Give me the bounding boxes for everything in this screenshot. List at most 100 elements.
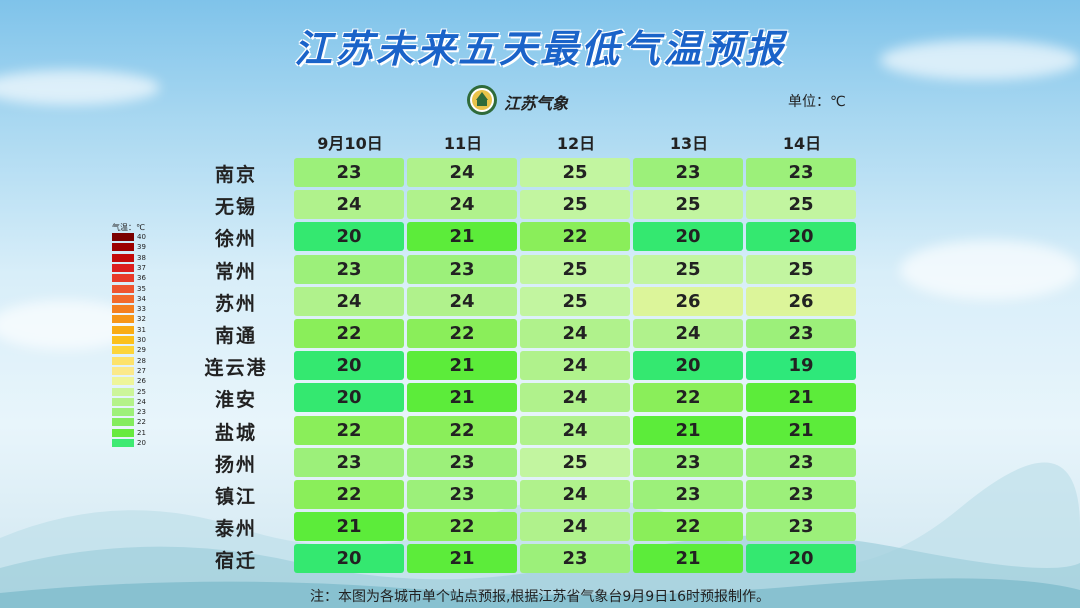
temperature-cell: 21	[407, 544, 517, 574]
temperature-cell: 22	[294, 319, 404, 348]
legend-label: 21	[137, 428, 146, 437]
legend-label: 20	[137, 439, 146, 447]
legend-label: 40	[137, 233, 146, 241]
legend-swatch	[112, 428, 134, 437]
temperature-cell: 21	[407, 351, 517, 381]
legend-label: 25	[137, 387, 146, 396]
temperature-cell: 22	[294, 415, 404, 445]
organization-name: 江苏气象	[504, 94, 569, 113]
temperature-cell: 20	[294, 383, 404, 413]
temperature-cell: 24	[407, 190, 517, 220]
legend-label: 26	[137, 377, 146, 386]
temperature-cell: 24	[407, 286, 517, 316]
legend-label: 24	[137, 397, 146, 406]
temperature-cell: 22	[633, 383, 743, 413]
temperature-cell: 24	[407, 158, 517, 187]
legend-swatch	[112, 284, 134, 293]
temperature-cell: 23	[520, 544, 630, 574]
legend-label: 30	[137, 336, 146, 344]
legend-swatch	[112, 243, 134, 252]
legend-label: 36	[137, 274, 146, 283]
column-header: 14日	[782, 134, 822, 153]
legend-title: 气温：℃	[112, 223, 145, 232]
temperature-cell: 23	[746, 447, 856, 477]
legend-swatch	[112, 387, 134, 396]
temperature-cell: 24	[520, 383, 630, 413]
column-header: 11日	[443, 134, 483, 153]
city-label: 南通	[214, 325, 257, 347]
temperature-cell: 22	[520, 222, 630, 252]
legend-swatch	[112, 315, 134, 324]
temperature-cell: 23	[407, 480, 517, 509]
temperature-cell: 22	[407, 512, 517, 542]
legend-label: 23	[137, 408, 146, 417]
temperature-cell: 25	[520, 447, 630, 477]
temperature-cell: 24	[520, 480, 630, 509]
city-label: 无锡	[214, 196, 257, 219]
temperature-cell: 22	[407, 319, 517, 348]
column-header: 13日	[669, 134, 709, 153]
temperature-cell: 24	[520, 319, 630, 348]
legend-swatch	[112, 233, 134, 241]
temperature-cell: 20	[746, 544, 856, 574]
legend-label: 34	[137, 294, 146, 303]
city-label: 宿迁	[214, 550, 257, 573]
temperature-cell: 23	[407, 447, 517, 477]
temperature-cell: 20	[294, 351, 404, 381]
temperature-cell: 23	[633, 447, 743, 477]
legend-label: 33	[137, 305, 146, 314]
temperature-cell: 23	[633, 480, 743, 509]
legend-swatch	[112, 346, 134, 355]
temperature-cell: 19	[746, 351, 856, 381]
temperature-cell: 24	[294, 286, 404, 316]
footnote: 注：本图为各城市单个站点预报,根据江苏省气象台9月9日16时预报制作。	[309, 589, 771, 605]
city-label: 扬州	[214, 453, 257, 476]
temperature-cell: 25	[633, 254, 743, 284]
column-header: 12日	[556, 134, 596, 153]
temperature-cell: 23	[407, 254, 517, 284]
temperature-cell: 24	[520, 415, 630, 445]
city-label: 淮安	[214, 389, 257, 412]
legend-label: 38	[137, 253, 146, 262]
temperature-cell: 23	[633, 158, 743, 187]
column-header: 9月10日	[317, 134, 383, 153]
legend-swatch	[112, 439, 134, 447]
temperature-cell: 26	[633, 286, 743, 316]
temperature-cell: 22	[633, 512, 743, 542]
temperature-cell: 25	[520, 254, 630, 284]
temperature-cell: 21	[407, 383, 517, 413]
legend-label: 37	[137, 263, 146, 272]
temperature-cell: 20	[633, 222, 743, 252]
page-title: 江苏未来五天最低气温预报	[293, 27, 786, 71]
temperature-cell: 23	[746, 319, 856, 348]
temperature-cell: 25	[520, 286, 630, 316]
temperature-cell: 22	[407, 415, 517, 445]
city-label: 常州	[214, 260, 257, 283]
city-label: 苏州	[214, 292, 257, 315]
city-label: 连云港	[204, 357, 268, 380]
temperature-cell: 25	[746, 190, 856, 220]
temperature-cell: 22	[294, 480, 404, 509]
legend-label: 29	[137, 346, 146, 355]
temperature-cell: 20	[294, 544, 404, 574]
legend-label: 28	[137, 356, 146, 365]
legend-swatch	[112, 408, 134, 417]
legend-swatch	[112, 356, 134, 365]
temperature-cell: 23	[294, 158, 404, 187]
legend-swatch	[112, 336, 134, 344]
temperature-cell: 24	[294, 190, 404, 220]
legend-swatch	[112, 377, 134, 386]
temperature-cell: 20	[746, 222, 856, 252]
legend-swatch	[112, 274, 134, 283]
legend-label: 39	[137, 243, 146, 252]
legend-swatch	[112, 305, 134, 314]
temperature-cell: 25	[746, 254, 856, 284]
legend-swatch	[112, 397, 134, 406]
legend-label: 27	[137, 366, 146, 375]
temperature-cell: 23	[746, 158, 856, 187]
city-label: 盐城	[214, 421, 257, 444]
background-cloud	[880, 40, 1080, 80]
temperature-cell: 21	[633, 415, 743, 445]
temperature-cell: 23	[294, 254, 404, 284]
background-cloud	[900, 240, 1080, 300]
